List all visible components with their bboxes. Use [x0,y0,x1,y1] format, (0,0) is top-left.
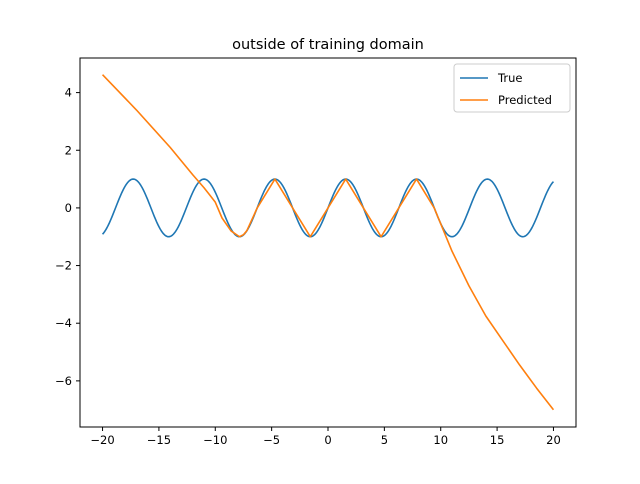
x-axis: −20 −15 −10 −5 0 5 10 15 20 [90,427,561,447]
legend-label-predicted: Predicted [498,93,552,107]
x-tick-label: −10 [203,433,227,447]
series-layer [101,74,555,411]
x-tick-label: 20 [546,433,561,447]
y-tick-label: −4 [55,316,72,330]
x-tick-label: 10 [433,433,448,447]
legend: True Predicted [453,63,571,113]
legend-label-true: True [497,71,522,85]
y-tick-label: −2 [55,259,72,273]
x-tick-label: −20 [90,433,114,447]
x-tick-label: −5 [263,433,280,447]
y-tick-label: 4 [65,86,72,100]
x-tick-label: 5 [381,433,388,447]
x-tick-label: −15 [147,433,171,447]
series-line-predicted [101,74,555,411]
x-tick-label: 15 [490,433,505,447]
y-axis: −6 −4 −2 0 2 4 [55,86,80,388]
chart-title: outside of training domain [232,37,424,53]
y-tick-label: 2 [65,143,72,157]
y-tick-label: −6 [55,374,72,388]
y-tick-label: 0 [65,201,72,215]
x-tick-label: 0 [324,433,331,447]
